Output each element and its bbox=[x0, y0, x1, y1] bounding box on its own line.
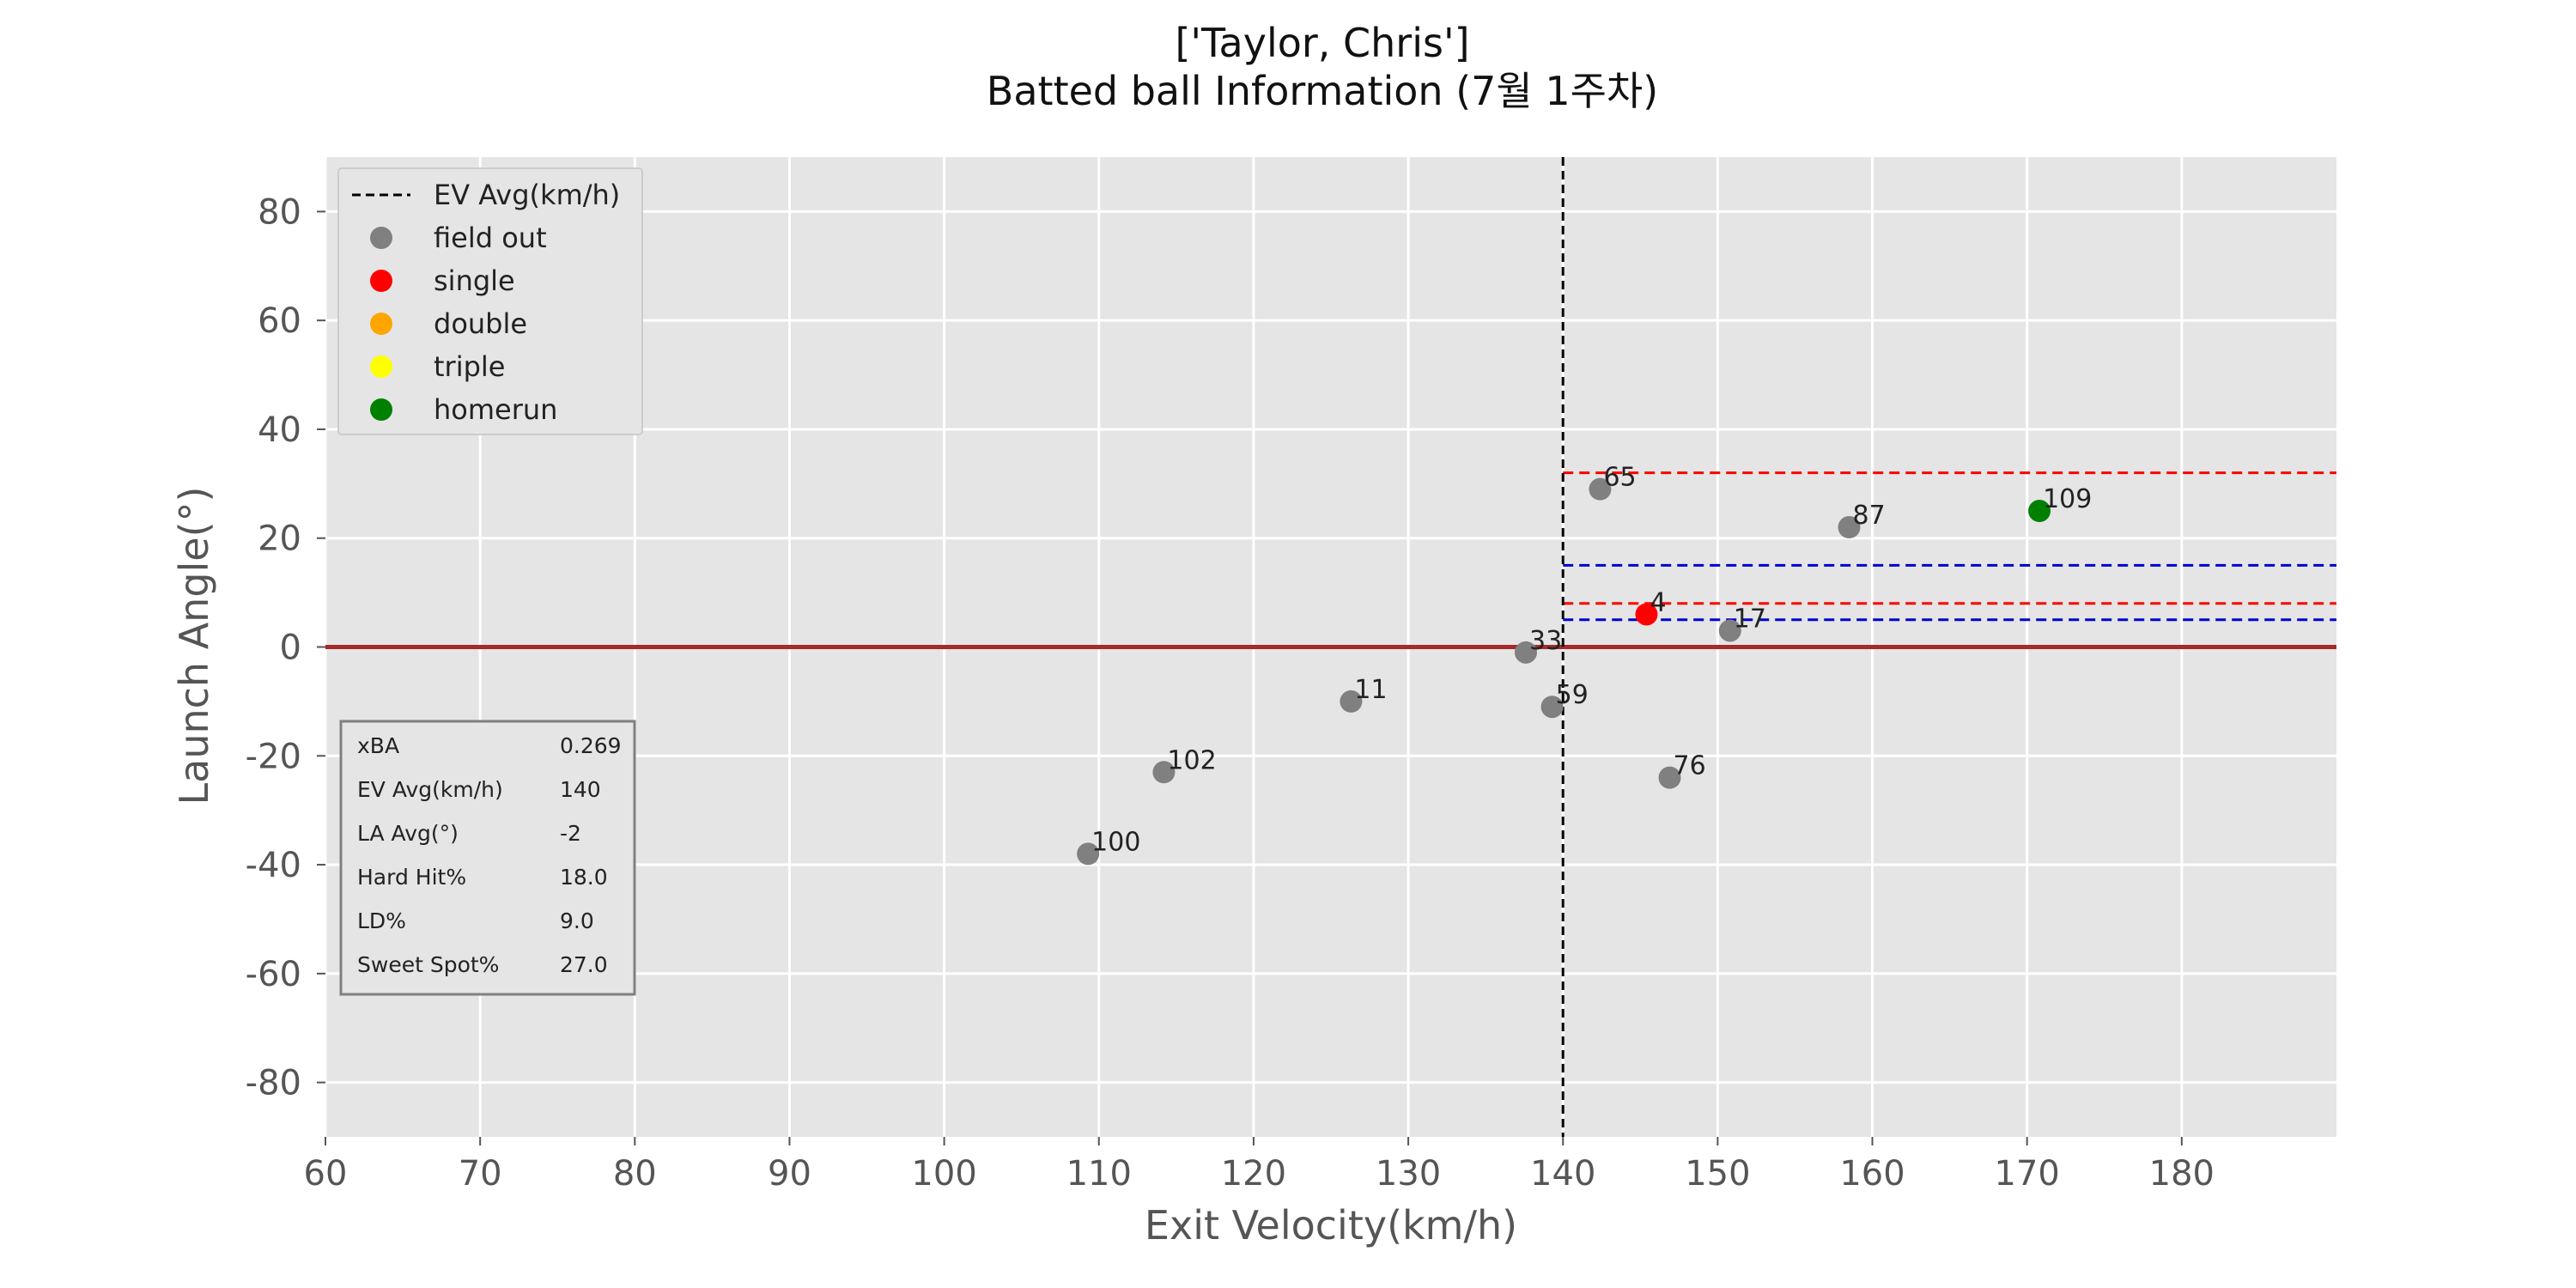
point-label: 4 bbox=[1650, 587, 1667, 617]
x-tick-label: 60 bbox=[304, 1154, 348, 1194]
stats-value: 0.269 bbox=[560, 733, 622, 758]
data-point bbox=[1540, 696, 1564, 719]
legend-marker-swatch bbox=[370, 313, 392, 335]
y-tick-label: -80 bbox=[246, 1064, 301, 1103]
y-axis-ticks: -80 -60 -40 -20 0 20 40 60 80 bbox=[246, 192, 325, 1103]
stats-label: Sweet Spot% bbox=[357, 952, 499, 977]
stats-value: 27.0 bbox=[560, 952, 608, 977]
legend-box bbox=[337, 167, 643, 435]
x-tick-label: 130 bbox=[1376, 1154, 1441, 1194]
point-label: 102 bbox=[1167, 745, 1216, 775]
data-point bbox=[1635, 603, 1658, 626]
point-label: 76 bbox=[1674, 751, 1706, 781]
y-axis-label: Launch Angle(°) bbox=[171, 487, 217, 805]
x-tick-label: 80 bbox=[613, 1154, 657, 1194]
y-tick-label: 60 bbox=[258, 301, 301, 341]
point-label: 100 bbox=[1091, 827, 1140, 857]
y-tick-label: 80 bbox=[258, 192, 301, 232]
point-label: 65 bbox=[1603, 463, 1636, 493]
point-label: 17 bbox=[1734, 604, 1766, 634]
legend-label: single bbox=[434, 264, 515, 297]
y-tick-label: 20 bbox=[258, 519, 301, 559]
legend-label: field out bbox=[434, 222, 547, 254]
reference-lines bbox=[325, 157, 2336, 1137]
data-point bbox=[1589, 477, 1612, 501]
legend-marker-swatch bbox=[370, 398, 392, 421]
x-tick-label: 120 bbox=[1221, 1154, 1286, 1194]
y-tick-label: 0 bbox=[280, 629, 301, 668]
y-tick-label: -20 bbox=[246, 737, 301, 776]
stats-label: Hard Hit% bbox=[357, 865, 466, 890]
stats-table: xBA 0.269 EV Avg(km/h) 140 LA Avg(°) -2 Hard H… bbox=[339, 720, 636, 996]
point-label: 87 bbox=[1853, 501, 1886, 531]
legend-label: homerun bbox=[434, 393, 557, 426]
point-label: 11 bbox=[1354, 675, 1387, 705]
stats-value: 18.0 bbox=[560, 865, 608, 890]
point-label: 59 bbox=[1556, 680, 1589, 710]
stats-value: -2 bbox=[560, 821, 581, 846]
y-tick-label: -40 bbox=[246, 846, 301, 885]
stats-value: 9.0 bbox=[560, 908, 594, 933]
stats-label: LD% bbox=[357, 908, 406, 933]
x-tick-label: 90 bbox=[768, 1154, 811, 1194]
data-point bbox=[2028, 500, 2051, 523]
data-point bbox=[1514, 641, 1537, 664]
data-points: 65 87 109 4 17 33 11 59 76 102 100 bbox=[1077, 463, 2092, 866]
point-label: 33 bbox=[1529, 626, 1562, 656]
data-point bbox=[1658, 766, 1681, 789]
data-point bbox=[1077, 842, 1100, 866]
x-tick-label: 150 bbox=[1685, 1154, 1750, 1194]
stats-label: xBA bbox=[357, 733, 399, 758]
data-point bbox=[1340, 690, 1363, 713]
data-point bbox=[1152, 761, 1176, 784]
stats-value: 140 bbox=[560, 777, 601, 802]
x-tick-label: 170 bbox=[1995, 1154, 2060, 1194]
point-label: 109 bbox=[2043, 484, 2092, 514]
chart-title-line2: Batted ball Information (7월 1주차) bbox=[987, 68, 1658, 114]
stats-label: LA Avg(°) bbox=[357, 821, 459, 846]
legend-marker-swatch bbox=[370, 227, 392, 249]
y-tick-label: 40 bbox=[258, 410, 301, 450]
x-tick-label: 160 bbox=[1839, 1154, 1905, 1194]
stats-table-rows: xBA 0.269 EV Avg(km/h) 140 LA Avg(°) -2 Hard H… bbox=[357, 733, 622, 977]
x-tick-label: 140 bbox=[1530, 1154, 1595, 1194]
x-tick-label: 100 bbox=[911, 1154, 976, 1194]
y-tick-label: -60 bbox=[246, 955, 301, 994]
legend-marker-swatch bbox=[370, 270, 392, 292]
legend-items: EV Avg(km/h) field out single double triple h… bbox=[352, 179, 620, 426]
data-point bbox=[1838, 516, 1861, 539]
x-axis-label: Exit Velocity(km/h) bbox=[1145, 1202, 1517, 1249]
stats-table-box bbox=[339, 720, 636, 996]
x-axis-ticks: 60 70 80 90 100 110 120 130 140 150 160 170 180 bbox=[304, 1137, 2215, 1194]
stats-label: EV Avg(km/h) bbox=[357, 777, 503, 802]
x-tick-label: 110 bbox=[1066, 1154, 1132, 1194]
x-tick-label: 70 bbox=[459, 1154, 502, 1194]
legend-label: EV Avg(km/h) bbox=[434, 179, 620, 211]
legend-marker-swatch bbox=[370, 355, 392, 378]
legend: EV Avg(km/h) field out single double triple h… bbox=[337, 167, 643, 435]
chart-title-line1: ['Taylor, Chris'] bbox=[1175, 20, 1469, 66]
legend-label: double bbox=[434, 307, 527, 340]
legend-label: triple bbox=[434, 350, 505, 383]
data-point bbox=[1718, 619, 1741, 642]
x-tick-label: 180 bbox=[2149, 1154, 2215, 1194]
